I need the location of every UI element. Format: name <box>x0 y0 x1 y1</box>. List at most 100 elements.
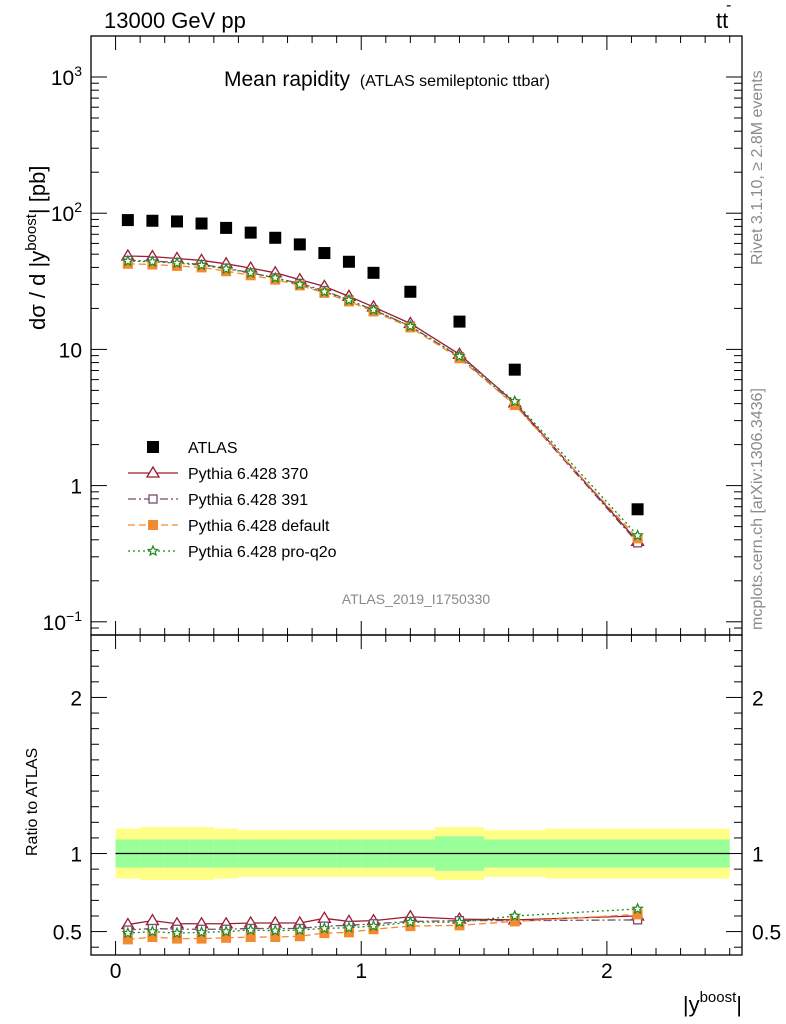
data-point <box>219 925 233 937</box>
data-point <box>293 238 306 251</box>
series-line <box>127 263 639 539</box>
y-tick-label: 10−1 <box>43 608 83 635</box>
data-point <box>631 902 644 915</box>
legend-label: ATLAS <box>188 440 238 457</box>
data-point <box>121 254 135 267</box>
data-point <box>170 256 184 269</box>
data-point <box>121 926 135 939</box>
y-tick-label: 103 <box>51 63 82 90</box>
ratio-y-tick-label: 1 <box>70 844 82 867</box>
data-point <box>146 544 160 557</box>
data-point <box>244 923 257 936</box>
data-point <box>453 315 466 328</box>
data-point <box>404 319 417 332</box>
ratio-y-tick-label-right: 0.5 <box>752 922 781 945</box>
data-point <box>404 915 417 928</box>
data-point <box>170 926 184 939</box>
data-point <box>220 221 233 234</box>
ratio-frame <box>90 634 743 956</box>
data-point <box>508 909 522 922</box>
data-point <box>170 215 183 228</box>
data-point <box>146 214 159 227</box>
data-point <box>405 921 416 932</box>
x-tick-label: 2 <box>601 960 613 983</box>
data-point <box>318 921 331 934</box>
x-axis-label: |yboost| <box>683 989 742 1017</box>
ratio-y-tick-label-right: 1 <box>752 844 764 867</box>
y-tick-label: 1 <box>70 476 82 499</box>
data-point <box>221 932 232 943</box>
legend-entry: Pythia 6.428 391 <box>128 492 308 509</box>
data-point <box>453 349 466 362</box>
data-point <box>122 934 133 945</box>
data-point <box>145 913 160 926</box>
mcplots-label: mcplots.cern.ch [arXiv:1306.3436] <box>749 388 766 630</box>
data-point <box>368 924 379 935</box>
data-point <box>146 925 159 937</box>
data-point <box>453 915 466 928</box>
legend-entry: ATLAS <box>147 440 238 457</box>
legend-entry: Pythia 6.428 default <box>128 518 330 535</box>
y-axis-label: dσ / d |yboost| [pb] <box>23 166 50 330</box>
data-point <box>171 933 182 944</box>
data-point <box>317 911 332 923</box>
series-ratio-line <box>127 913 638 941</box>
data-point <box>367 266 380 279</box>
data-point <box>269 271 282 284</box>
data-point <box>145 465 161 478</box>
legend-label: Pythia 6.428 391 <box>188 492 308 509</box>
data-point <box>509 916 520 927</box>
legend: ATLAS Pythia 6.428 370 Pythia 6.428 391 Pyt… <box>128 440 337 561</box>
legend-entry: Pythia 6.428 370 <box>128 465 308 483</box>
data-point <box>148 494 158 504</box>
data-point <box>342 293 356 306</box>
x-tick-label: 1 <box>355 960 367 983</box>
x-tick-label: 0 <box>110 960 122 983</box>
data-point <box>195 925 208 938</box>
data-point <box>508 394 522 407</box>
rivet-label: Rivet 3.1.10, ≥ 2.8M events <box>749 70 766 265</box>
data-point <box>319 928 330 939</box>
data-point <box>147 932 158 943</box>
data-point <box>404 285 417 298</box>
data-point <box>245 932 256 943</box>
data-point <box>318 285 331 298</box>
data-point <box>509 400 520 411</box>
data-point <box>343 927 354 938</box>
data-series <box>120 214 645 945</box>
data-point <box>294 931 305 942</box>
analysis-watermark: ATLAS_2019_I1750330 <box>342 591 491 607</box>
data-point <box>146 255 159 268</box>
data-point <box>342 921 356 933</box>
series-ratio-line <box>127 908 638 934</box>
y-tick-label: 102 <box>51 199 82 226</box>
data-point <box>367 303 380 316</box>
data-point <box>342 255 355 268</box>
data-point <box>293 923 307 936</box>
data-point <box>219 262 233 275</box>
header-right-bar: - <box>726 0 731 14</box>
data-point <box>631 503 644 516</box>
ratio-y-axis-label: Ratio to ATLAS <box>24 748 41 856</box>
series-pythia-6-428-pro-q2o <box>121 254 644 939</box>
legend-entry: Pythia 6.428 pro-q2o <box>128 544 337 561</box>
data-point <box>632 909 643 920</box>
y-tick-label: 10 <box>59 339 82 362</box>
header-left: 13000 GeV pp <box>104 8 246 33</box>
series-pythia-6-428-370 <box>120 248 645 930</box>
header-right: tt <box>716 8 728 33</box>
data-point <box>121 214 134 227</box>
data-point <box>508 363 521 376</box>
ratio-y-tick-label: 0.5 <box>53 922 82 945</box>
data-point <box>196 933 207 944</box>
data-point <box>631 528 644 541</box>
data-point <box>195 217 208 230</box>
data-point <box>195 258 208 271</box>
data-point <box>244 226 257 239</box>
data-point <box>148 520 158 530</box>
legend-label: Pythia 6.428 pro-q2o <box>188 544 337 561</box>
data-point <box>269 231 282 244</box>
data-point <box>293 277 307 290</box>
